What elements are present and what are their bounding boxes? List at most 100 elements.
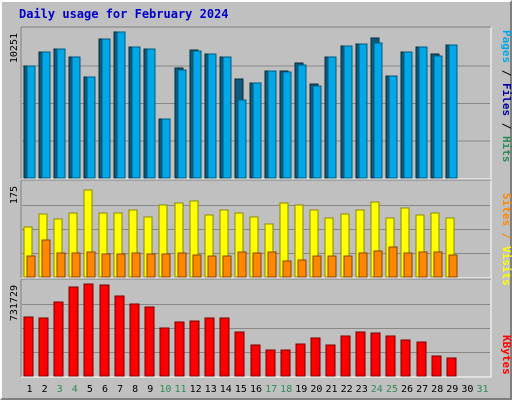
kbytes-kbytes-bar-day-26 [400, 339, 411, 377]
visits-sites-sites-bar-day-14 [222, 255, 232, 278]
visits-sites-sites-bar-day-10 [161, 253, 171, 278]
x-tick-label-day-30: 30 [461, 384, 473, 395]
visits-sites-sites-bar-day-4 [71, 252, 81, 278]
kbytes-kbytes-bar-day-19 [295, 343, 306, 377]
legend-sites: Sites [500, 193, 512, 226]
pages-files-hits-pages-bar-day-17 [267, 70, 277, 179]
pages-files-hits-pages-bar-day-25 [388, 75, 398, 179]
pages-files-hits-pages-bar-day-26 [403, 51, 413, 179]
x-tick-label-day-18: 18 [280, 384, 292, 395]
pages-files-hits-pages-bar-day-2 [41, 51, 51, 179]
legend-kbytes: KBytes [500, 335, 512, 375]
x-tick-label-day-15: 15 [235, 384, 247, 395]
x-tick-label-day-17: 17 [265, 384, 277, 395]
pages-files-hits-pages-bar-day-19 [297, 64, 307, 179]
kbytes-kbytes-bar-day-18 [280, 349, 291, 377]
kbytes-kbytes-bar-day-13 [204, 317, 215, 377]
pages-files-hits-pages-bar-day-24 [373, 42, 383, 179]
x-tick-label-day-29: 29 [446, 384, 458, 395]
x-tick-label-day-14: 14 [220, 384, 232, 395]
visits-sites-sites-bar-day-15 [237, 251, 247, 278]
x-tick-label-day-5: 5 [87, 384, 93, 395]
legend-visits: Visits [500, 246, 512, 286]
pages-files-hits-pages-bar-day-29 [448, 44, 458, 179]
x-tick-label-day-19: 19 [295, 384, 307, 395]
visits-sites-sites-bar-day-27 [418, 251, 428, 278]
visits-sites-sites-bar-day-18 [282, 260, 292, 278]
visits-sites-sites-bar-day-6 [101, 253, 111, 278]
kbytes-kbytes-bar-day-28 [431, 355, 442, 377]
visits-sites-sites-bar-day-25 [388, 246, 398, 278]
x-tick-label-day-21: 21 [325, 384, 337, 395]
x-tick-label-day-8: 8 [132, 384, 138, 395]
pages-files-hits-pages-bar-day-8 [131, 46, 141, 179]
kbytes-kbytes-bar-day-9 [144, 306, 155, 377]
pages-files-hits-pages-bar-day-5 [86, 76, 96, 179]
visits-sites-legend: Sites / Visits [500, 193, 512, 286]
visits-sites-sites-bar-day-2 [41, 239, 51, 278]
pages-files-hits-pages-bar-day-13 [207, 53, 217, 179]
x-tick-label-day-7: 7 [117, 384, 123, 395]
x-tick-label-day-4: 4 [72, 384, 78, 395]
visits-sites-sites-bar-day-16 [252, 252, 262, 278]
kbytes-kbytes-bar-day-5 [83, 283, 94, 377]
pages-files-hits-axis-max-label: 10251 [9, 33, 20, 63]
visits-sites-sites-bar-day-7 [116, 253, 126, 278]
kbytes-kbytes-bar-day-3 [53, 301, 64, 377]
kbytes-legend: KBytes [500, 335, 512, 375]
legend-pages: Pages [500, 30, 512, 63]
pages-files-hits-pages-bar-day-6 [101, 38, 111, 179]
kbytes-kbytes-bar-day-29 [446, 357, 457, 377]
kbytes-kbytes-bar-day-12 [189, 320, 200, 377]
x-tick-label-day-24: 24 [371, 384, 383, 395]
x-axis-day-labels: 1 2 3 4 5 6 7 8 9 10 11 12 13 14 15 16 17 18 19 20 21 22 23 24 2… [26, 384, 488, 395]
kbytes-kbytes-bar-day-15 [234, 331, 245, 377]
pages-files-hits-pages-bar-day-9 [146, 48, 156, 179]
kbytes-kbytes-bar-day-25 [385, 335, 396, 377]
pages-files-hits-pages-bar-day-10 [161, 118, 171, 179]
visits-sites-sites-bar-day-1 [26, 255, 36, 278]
kbytes-kbytes-bar-day-24 [370, 332, 381, 377]
visits-sites-sites-bar-day-28 [433, 251, 443, 278]
pages-files-hits-pages-bar-day-28 [433, 55, 443, 179]
visits-sites-sites-bar-day-29 [448, 254, 458, 278]
kbytes-kbytes-bar-day-22 [340, 335, 351, 377]
kbytes-kbytes-bar-day-8 [129, 303, 140, 377]
legend-hits: Hits [500, 136, 512, 163]
pages-files-hits-legend: Pages / Files / Hits [500, 30, 512, 163]
pages-files-hits-pages-bar-day-18 [282, 71, 292, 179]
visits-sites-sites-bar-day-11 [177, 252, 187, 278]
visits-sites-sites-bar-day-21 [327, 255, 337, 278]
x-tick-label-day-11: 11 [174, 384, 186, 395]
kbytes-kbytes-bar-day-17 [265, 349, 276, 377]
pages-files-hits-pages-bar-day-11 [177, 69, 187, 179]
visits-sites-panel: 175 Sites / Visits [9, 186, 512, 286]
x-tick-label-day-1: 1 [26, 384, 32, 395]
kbytes-axis-max-label: 731729 [9, 285, 20, 321]
kbytes-kbytes-bar-day-16 [250, 344, 261, 377]
pages-files-hits-pages-bar-day-14 [222, 56, 232, 179]
kbytes-kbytes-bar-day-21 [325, 344, 336, 377]
pages-files-hits-panel: 10251 Pages / Files / Hits [9, 30, 512, 179]
x-tick-label-day-10: 10 [159, 384, 171, 395]
kbytes-kbytes-bar-day-7 [114, 295, 125, 377]
x-tick-label-day-22: 22 [341, 384, 353, 395]
kbytes-kbytes-bar-day-11 [174, 321, 185, 377]
pages-files-hits-pages-bar-day-16 [252, 82, 262, 179]
visits-sites-sites-bar-day-22 [343, 255, 353, 278]
pages-files-hits-pages-bar-day-3 [56, 48, 66, 179]
pages-files-hits-pages-bar-day-21 [327, 56, 337, 179]
visits-sites-sites-bar-day-3 [56, 252, 66, 278]
visits-sites-sites-bar-day-23 [358, 252, 368, 278]
kbytes-kbytes-bar-day-27 [416, 341, 427, 377]
pages-files-hits-pages-bar-day-7 [116, 31, 126, 179]
kbytes-kbytes-bar-day-10 [159, 327, 170, 377]
visits-sites-sites-bar-day-9 [146, 253, 156, 278]
pages-files-hits-pages-bar-day-20 [312, 85, 322, 179]
x-tick-label-day-6: 6 [102, 384, 108, 395]
kbytes-kbytes-bar-day-4 [68, 286, 79, 377]
kbytes-panel: 731729 KBytes [9, 283, 512, 377]
x-tick-label-day-25: 25 [386, 384, 398, 395]
x-tick-label-day-12: 12 [190, 384, 202, 395]
legend-separator: / [500, 116, 512, 136]
